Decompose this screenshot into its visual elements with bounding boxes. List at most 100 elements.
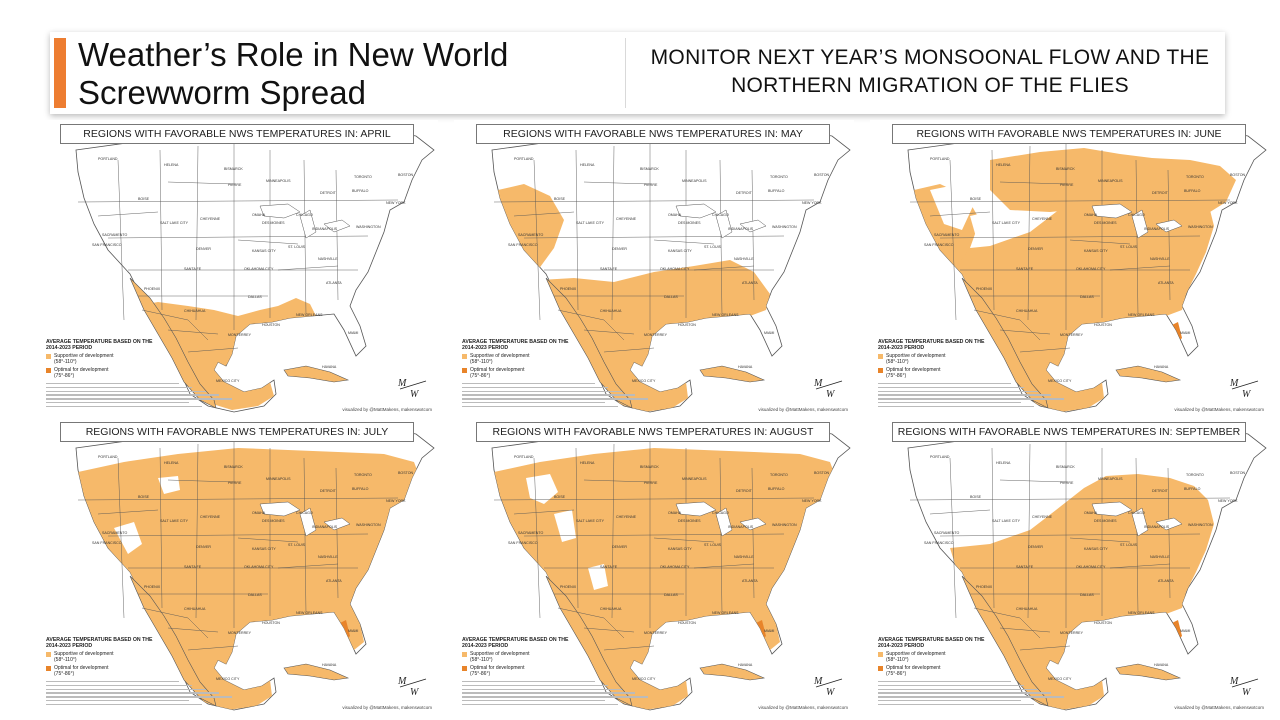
city-label: INDIANAPOLIS [1144,227,1170,231]
supportive-region [950,176,1214,412]
state-border [611,443,615,619]
city-label: DES MOINES [678,221,701,225]
state-border [603,645,655,651]
city-label: BOSTON [814,471,830,475]
state-border [611,145,615,321]
city-label: SANTA FE [184,565,202,569]
cuba-island [283,663,350,681]
city-label: BISMARCK [1056,465,1075,469]
city-label: HELENA [580,461,595,465]
city-label: ATLANTA [742,579,758,583]
legend-supportive-label: Supportive of development [54,353,114,359]
svg-text:M: M [397,378,407,389]
svg-text:M: M [397,676,407,687]
map-credit: visualized by @MattMakens, makenswxtcom [342,705,432,710]
city-label: DETROIT [320,191,337,195]
city-label: BOSTON [398,471,414,475]
city-label: HOUSTON [678,323,696,327]
city-label: DETROIT [736,191,753,195]
legend-optimal-label: Optimal for development [470,665,525,671]
north-america-map: PORTLANDWINNIPEGHELENABISMARCKBOISEPIERR… [75,129,435,413]
city-label: HOUSTON [262,323,280,327]
city-label: ST. LOUIS [1120,245,1138,249]
city-label: MIAMI [764,629,774,633]
map-panel-title: REGIONS WITH FAVORABLE NWS TEMPERATURES … [60,124,414,144]
supportive-region [78,448,420,710]
city-label: SANTA FE [600,267,618,271]
legend-supportive-label: Supportive of development [470,651,530,657]
state-border [751,467,755,599]
city-label: MEXICO CITY [1048,677,1072,681]
city-label: HOUSTON [1094,323,1112,327]
unfavorable-region [588,564,608,590]
state-border [167,329,219,335]
source-note-lines [46,383,236,411]
legend-supportive-range: (58°-110°) [470,359,493,365]
state-border [277,563,339,569]
city-label: SAN FRANCISCO [924,541,954,545]
optimal-swatch [46,368,51,373]
map-panel-title: REGIONS WITH FAVORABLE NWS TEMPERATURES … [892,124,1246,144]
city-label: NEW YORK [802,201,822,205]
state-border [1069,239,1131,245]
city-label: PORTLAND [98,455,118,459]
supportive-region [950,474,1214,710]
makens-weather-logo: MW [813,676,843,698]
city-label: MINNEAPOLIS [1098,477,1123,481]
north-america-map: PORTLANDWINNIPEGHELENABISMARCKBOISEPIERR… [491,427,851,711]
city-label: ATLANTA [1158,579,1174,583]
state-border [523,533,785,537]
map-panel-august: PORTLANDWINNIPEGHELENABISMARCKBOISEPIERR… [454,418,854,713]
city-label: DETROIT [320,489,337,493]
state-border [277,265,339,271]
title-accent-bar [54,38,66,108]
cuba-island [283,365,350,383]
city-label: DALLAS [248,295,262,299]
state-border [303,159,307,317]
legend-optimal-label: Optimal for development [54,665,109,671]
city-label: PHOENIX [144,585,161,589]
svg-text:W: W [410,389,420,400]
city-label: MONTERREY [228,631,252,635]
city-label: WASHINGTON [1188,523,1213,527]
state-border [973,309,1041,341]
baja-peninsula [961,575,1049,707]
map-panel-title: REGIONS WITH FAVORABLE NWS TEMPERATURES … [60,422,414,442]
city-label: NEW YORK [1218,201,1238,205]
state-border [991,149,995,311]
city-label: DES MOINES [262,519,285,523]
state-border [653,537,715,543]
legend-supportive-range: (58°-110°) [54,359,77,365]
map-credit: visualized by @MattMakens, makenswxtcom [342,407,432,412]
legend-optimal-label: Optimal for development [54,367,109,373]
legend-supportive-label: Supportive of development [886,651,946,657]
city-label: DETROIT [1152,191,1169,195]
legend-title: AVERAGE TEMPERATURE BASED ON THE 2014-20… [46,637,153,649]
unfavorable-region [970,212,992,244]
unfavorable-region [526,474,558,504]
city-label: SALT LAKE CITY [576,519,605,523]
state-border [603,347,655,353]
city-label: DENVER [1028,247,1043,251]
makens-weather-logo: MW [397,676,427,698]
city-label: ATLANTA [326,579,342,583]
city-label: WASHINGTON [772,523,797,527]
supportive-swatch [46,354,51,359]
city-label: KANSAS CITY [252,249,276,253]
great-lake [1091,501,1133,517]
city-label: INDIANAPOLIS [1144,525,1170,529]
state-border [77,497,399,501]
great-lake [1131,209,1149,239]
map-panel-june: PORTLANDWINNIPEGHELENABISMARCKBOISEPIERR… [870,120,1270,415]
city-label: MEXICO CITY [1048,379,1072,383]
unfavorable-region [554,510,576,542]
great-lake [323,219,351,233]
state-border [77,199,399,203]
svg-text:W: W [826,687,836,698]
city-label: MIAMI [764,331,774,335]
map-legend: AVERAGE TEMPERATURE BASED ON THE 2014-20… [462,637,580,677]
city-label: ST. LOUIS [704,245,722,249]
great-lake [715,507,733,537]
unfavorable-region [158,476,180,494]
city-label: CHEYENNE [1032,515,1053,519]
